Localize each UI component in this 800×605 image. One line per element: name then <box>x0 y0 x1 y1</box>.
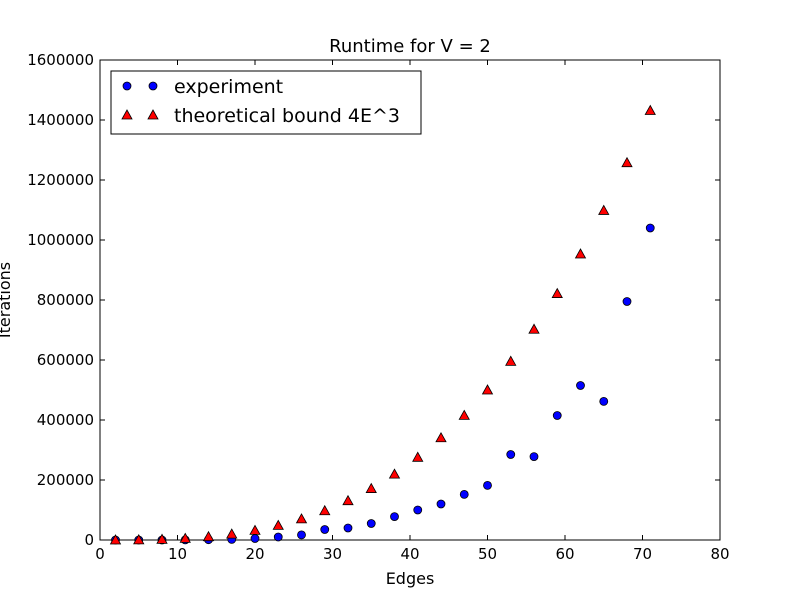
data-point-theoretical <box>598 204 610 215</box>
plot-area: 0 10 20 30 40 50 60 70 80 0 200000 400000 600000 8000… <box>27 51 729 563</box>
data-point-theoretical <box>342 494 354 506</box>
data-point-theoretical <box>621 156 633 168</box>
chart-title: Runtime for V = 2 <box>329 36 491 57</box>
data-point-theoretical <box>505 355 517 366</box>
data-point-theoretical <box>435 431 447 443</box>
data-point-theoretical <box>272 519 284 530</box>
data-point-theoretical <box>109 534 122 545</box>
data-point-experiment <box>297 530 306 540</box>
data-point-theoretical <box>458 409 470 420</box>
data-point-experiment <box>622 297 632 306</box>
data-point-experiment <box>413 505 423 515</box>
y-tick-label: 1600000 <box>27 51 94 69</box>
x-tick-label: 30 <box>323 545 342 563</box>
y-tick-label: 800000 <box>37 291 94 309</box>
legend-marker-theoretical <box>147 109 159 120</box>
data-point-experiment <box>273 532 283 542</box>
y-tick-label: 1400000 <box>27 111 94 129</box>
legend-marker-experiment <box>122 81 132 91</box>
x-tick-label: 40 <box>400 545 419 563</box>
data-point-theoretical <box>388 468 401 479</box>
x-tick-label: 60 <box>555 545 574 563</box>
data-point-experiment <box>343 523 353 533</box>
data-point-theoretical <box>412 451 424 462</box>
data-point-theoretical <box>528 323 540 334</box>
data-point-theoretical <box>481 384 494 395</box>
data-point-experiment <box>390 512 399 521</box>
legend-box <box>110 70 422 135</box>
data-point-experiment <box>320 525 330 534</box>
y-tick-label: 600000 <box>37 351 94 369</box>
data-point-experiment <box>599 396 609 406</box>
data-point-theoretical <box>156 533 168 544</box>
x-tick-label: 80 <box>710 545 729 563</box>
data-point-theoretical <box>249 524 261 535</box>
data-point-experiment <box>552 411 562 420</box>
y-tick-label: 0 <box>84 531 94 549</box>
x-tick-label: 50 <box>478 545 497 563</box>
data-point-theoretical <box>202 530 215 542</box>
x-axis-title: Edges <box>386 569 435 588</box>
data-point-theoretical <box>574 248 587 259</box>
data-point-experiment <box>576 381 585 390</box>
legend: experiment theoretical bound 4E^3 <box>110 70 422 135</box>
data-point-theoretical <box>644 104 656 115</box>
legend-marker-experiment <box>148 81 158 91</box>
data-point-experiment <box>366 519 376 528</box>
data-point-experiment <box>459 489 469 499</box>
data-point-theoretical <box>319 504 331 516</box>
data-point-theoretical <box>133 534 145 545</box>
y-axis-title: Iterations <box>0 262 14 338</box>
legend-marker-theoretical <box>121 109 133 120</box>
data-point-experiment <box>483 480 492 490</box>
y-tick-label: 400000 <box>37 411 94 429</box>
data-point-experiment <box>529 452 539 462</box>
data-point-experiment <box>506 450 516 459</box>
data-point-theoretical <box>551 287 563 298</box>
data-point-experiment <box>645 223 655 233</box>
x-tick-label: 10 <box>168 545 187 563</box>
data-point-theoretical <box>295 513 308 524</box>
legend-label: experiment <box>174 76 283 98</box>
x-tick-label: 70 <box>633 545 652 563</box>
data-point-experiment <box>436 499 446 509</box>
y-tick-label: 1200000 <box>27 171 94 189</box>
y-tick-label: 1000000 <box>27 231 94 249</box>
x-tick-label: 0 <box>95 545 105 563</box>
data-point-theoretical <box>179 532 191 543</box>
data-point-theoretical <box>365 482 377 493</box>
legend-label: theoretical bound 4E^3 <box>174 105 400 127</box>
y-tick-label: 200000 <box>37 471 94 489</box>
x-tick-label: 20 <box>245 545 264 563</box>
data-point-experiment <box>250 534 260 543</box>
data-point-theoretical <box>226 528 238 539</box>
